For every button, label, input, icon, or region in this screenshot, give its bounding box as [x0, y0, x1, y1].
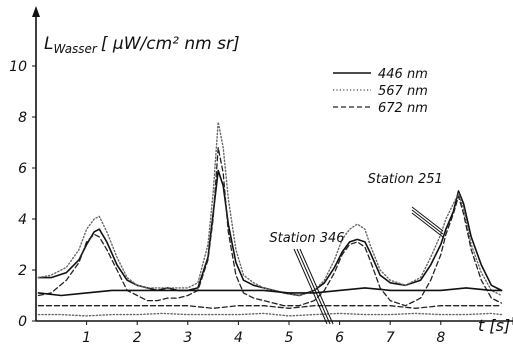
x-tick-label: 5 — [285, 330, 294, 346]
pointer-line-251-2 — [411, 212, 444, 238]
series-line-672-nm — [37, 146, 503, 307]
pointer-line-251-1 — [411, 209, 444, 235]
y-axis-arrow — [32, 6, 40, 17]
y-tick-label: 4 — [18, 212, 27, 228]
series-line-baseline-3 — [37, 287, 503, 297]
annotation-station-251: Station 251 — [368, 172, 443, 187]
series-line-baseline-5 — [37, 312, 503, 317]
x-axis-label: t [s] — [478, 316, 510, 335]
x-tick-label: 4 — [234, 330, 243, 346]
x-tick-label: 6 — [335, 330, 344, 346]
pointer-line-346-2 — [299, 248, 334, 325]
x-tick-label: 3 — [183, 330, 192, 346]
series-line-baseline-4 — [37, 305, 503, 309]
y-tick-label: 2 — [18, 263, 27, 279]
tick-labels: 1 2 3 4 5 6 7 8 0 2 4 6 8 10 — [9, 59, 445, 346]
series-line-567-nm — [37, 121, 503, 297]
x-tick-label: 7 — [386, 330, 395, 346]
legend-label: 672 nm — [378, 101, 428, 116]
x-tick-label: 8 — [436, 330, 445, 346]
y-tick-label: 8 — [18, 110, 27, 126]
annotations: Station 346 Station 251 — [269, 172, 444, 325]
y-axis-label-units: [ μW/cm² nm sr] — [101, 34, 240, 54]
pointer-line-251-0 — [411, 206, 444, 232]
x-tick-label: 1 — [82, 330, 91, 346]
y-axis-label-subscript: Wasser — [53, 42, 97, 56]
legend: 446 nm 567 nm 672 nm — [333, 67, 428, 116]
x-tick-label: 2 — [133, 330, 142, 346]
legend-label: 567 nm — [378, 84, 428, 99]
y-tick-label: 6 — [18, 161, 27, 177]
y-tick-label: 10 — [9, 59, 27, 75]
y-axis-label-base: L — [44, 34, 53, 54]
pointer-line-346-1 — [296, 248, 331, 325]
series-lines — [37, 121, 503, 317]
y-tick-label: 0 — [18, 314, 27, 330]
annotation-station-346: Station 346 — [269, 231, 344, 246]
y-axis-label: LWasser [ μW/cm² nm sr] — [44, 34, 240, 56]
pointer-line-346-0 — [293, 248, 328, 325]
legend-label: 446 nm — [378, 67, 428, 82]
